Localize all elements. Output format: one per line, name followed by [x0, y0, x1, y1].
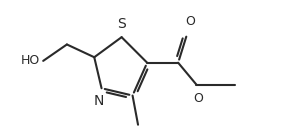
Text: O: O [193, 92, 203, 105]
Text: HO: HO [20, 54, 40, 67]
Text: N: N [94, 94, 104, 108]
Text: O: O [185, 15, 195, 28]
Text: S: S [117, 17, 126, 31]
